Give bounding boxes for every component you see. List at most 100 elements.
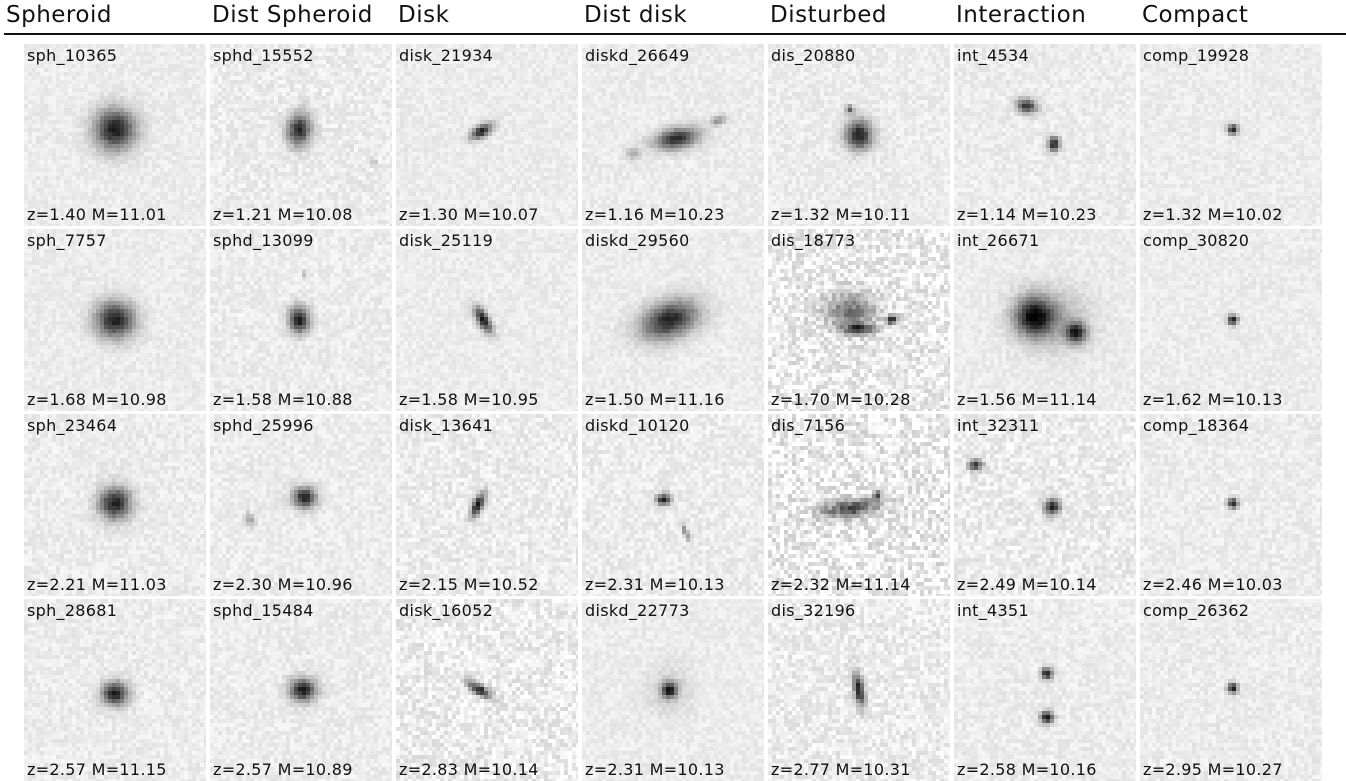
galaxy-thumbnail: comp_18364 z=2.46 M=10.03 bbox=[1140, 414, 1322, 596]
galaxy-image bbox=[24, 44, 206, 226]
header-rule bbox=[4, 33, 1346, 35]
redshift-mass-label: z=1.30 M=10.07 bbox=[399, 205, 539, 224]
galaxy-id-label: int_4351 bbox=[957, 601, 1029, 620]
redshift-mass-label: z=2.95 M=10.27 bbox=[1143, 760, 1283, 779]
galaxy-image bbox=[768, 414, 950, 596]
galaxy-image bbox=[954, 44, 1136, 226]
galaxy-thumbnail: sph_10365 z=1.40 M=11.01 bbox=[24, 44, 206, 226]
column-title: Compact bbox=[1142, 2, 1248, 28]
redshift-mass-label: z=1.62 M=10.13 bbox=[1143, 390, 1283, 409]
galaxy-image bbox=[396, 229, 578, 411]
galaxy-image bbox=[768, 229, 950, 411]
galaxy-image bbox=[396, 44, 578, 226]
column-title: Spheroid bbox=[6, 2, 112, 28]
galaxy-image bbox=[210, 229, 392, 411]
galaxy-thumbnail: sphd_15484 z=2.57 M=10.89 bbox=[210, 599, 392, 781]
galaxy-id-label: int_26671 bbox=[957, 231, 1039, 250]
galaxy-image bbox=[210, 44, 392, 226]
galaxy-id-label: disk_25119 bbox=[399, 231, 493, 250]
column-title: Disturbed bbox=[770, 2, 887, 28]
galaxy-thumbnail: sphd_15552 z=1.21 M=10.08 bbox=[210, 44, 392, 226]
galaxy-id-label: dis_18773 bbox=[771, 231, 856, 250]
galaxy-id-label: diskd_26649 bbox=[585, 46, 690, 65]
galaxy-id-label: comp_19928 bbox=[1143, 46, 1249, 65]
galaxy-image bbox=[24, 229, 206, 411]
galaxy-image bbox=[24, 599, 206, 781]
galaxy-image bbox=[396, 599, 578, 781]
galaxy-thumbnail: dis_20880 z=1.32 M=10.11 bbox=[768, 44, 950, 226]
galaxy-thumbnail: diskd_29560 z=1.50 M=11.16 bbox=[582, 229, 764, 411]
redshift-mass-label: z=2.32 M=11.14 bbox=[771, 575, 911, 594]
redshift-mass-label: z=2.15 M=10.52 bbox=[399, 575, 539, 594]
galaxy-image bbox=[582, 44, 764, 226]
redshift-mass-label: z=1.32 M=10.11 bbox=[771, 205, 911, 224]
redshift-mass-label: z=2.46 M=10.03 bbox=[1143, 575, 1283, 594]
galaxy-image bbox=[582, 414, 764, 596]
redshift-mass-label: z=1.68 M=10.98 bbox=[27, 390, 167, 409]
redshift-mass-label: z=1.56 M=11.14 bbox=[957, 390, 1097, 409]
galaxy-id-label: dis_20880 bbox=[771, 46, 856, 65]
galaxy-image bbox=[210, 414, 392, 596]
galaxy-image bbox=[768, 44, 950, 226]
galaxy-id-label: sph_23464 bbox=[27, 416, 117, 435]
galaxy-image bbox=[582, 229, 764, 411]
galaxy-thumbnail: diskd_10120 z=2.31 M=10.13 bbox=[582, 414, 764, 596]
redshift-mass-label: z=2.31 M=10.13 bbox=[585, 575, 725, 594]
galaxy-thumbnail: disk_25119 z=1.58 M=10.95 bbox=[396, 229, 578, 411]
galaxy-id-label: disk_13641 bbox=[399, 416, 493, 435]
redshift-mass-label: z=1.58 M=10.95 bbox=[399, 390, 539, 409]
redshift-mass-label: z=1.16 M=10.23 bbox=[585, 205, 725, 224]
galaxy-id-label: diskd_10120 bbox=[585, 416, 690, 435]
galaxy-id-label: sphd_13099 bbox=[213, 231, 314, 250]
redshift-mass-label: z=1.21 M=10.08 bbox=[213, 205, 353, 224]
galaxy-id-label: dis_32196 bbox=[771, 601, 856, 620]
galaxy-id-label: disk_16052 bbox=[399, 601, 493, 620]
galaxy-id-label: sph_7757 bbox=[27, 231, 107, 250]
galaxy-thumbnail: sph_7757 z=1.68 M=10.98 bbox=[24, 229, 206, 411]
galaxy-image bbox=[954, 414, 1136, 596]
column-title: Dist Spheroid bbox=[212, 2, 373, 28]
galaxy-thumbnail: sph_28681 z=2.57 M=11.15 bbox=[24, 599, 206, 781]
galaxy-thumbnail: diskd_26649 z=1.16 M=10.23 bbox=[582, 44, 764, 226]
galaxy-id-label: sph_10365 bbox=[27, 46, 117, 65]
galaxy-image bbox=[768, 599, 950, 781]
galaxy-thumbnail: dis_7156 z=2.32 M=11.14 bbox=[768, 414, 950, 596]
redshift-mass-label: z=1.40 M=11.01 bbox=[27, 205, 167, 224]
redshift-mass-label: z=2.21 M=11.03 bbox=[27, 575, 167, 594]
column-title: Interaction bbox=[956, 2, 1086, 28]
galaxy-id-label: sph_28681 bbox=[27, 601, 117, 620]
galaxy-image bbox=[582, 599, 764, 781]
galaxy-thumbnail: comp_26362 z=2.95 M=10.27 bbox=[1140, 599, 1322, 781]
galaxy-id-label: diskd_29560 bbox=[585, 231, 690, 250]
galaxy-image bbox=[1140, 229, 1322, 411]
column-title: Dist disk bbox=[584, 2, 687, 28]
galaxy-thumbnail: comp_19928 z=1.32 M=10.02 bbox=[1140, 44, 1322, 226]
galaxy-image bbox=[210, 599, 392, 781]
redshift-mass-label: z=2.57 M=11.15 bbox=[27, 760, 167, 779]
redshift-mass-label: z=2.30 M=10.96 bbox=[213, 575, 353, 594]
redshift-mass-label: z=2.57 M=10.89 bbox=[213, 760, 353, 779]
galaxy-id-label: comp_26362 bbox=[1143, 601, 1249, 620]
galaxy-thumbnail: int_26671 z=1.56 M=11.14 bbox=[954, 229, 1136, 411]
galaxy-thumbnail: sph_23464 z=2.21 M=11.03 bbox=[24, 414, 206, 596]
galaxy-id-label: sphd_15552 bbox=[213, 46, 314, 65]
galaxy-image bbox=[1140, 414, 1322, 596]
redshift-mass-label: z=1.50 M=11.16 bbox=[585, 390, 725, 409]
galaxy-id-label: diskd_22773 bbox=[585, 601, 690, 620]
galaxy-image bbox=[954, 229, 1136, 411]
galaxy-id-label: dis_7156 bbox=[771, 416, 845, 435]
galaxy-image bbox=[1140, 44, 1322, 226]
galaxy-id-label: comp_30820 bbox=[1143, 231, 1249, 250]
redshift-mass-label: z=1.32 M=10.02 bbox=[1143, 205, 1283, 224]
redshift-mass-label: z=1.14 M=10.23 bbox=[957, 205, 1097, 224]
galaxy-id-label: sphd_15484 bbox=[213, 601, 314, 620]
galaxy-id-label: comp_18364 bbox=[1143, 416, 1249, 435]
